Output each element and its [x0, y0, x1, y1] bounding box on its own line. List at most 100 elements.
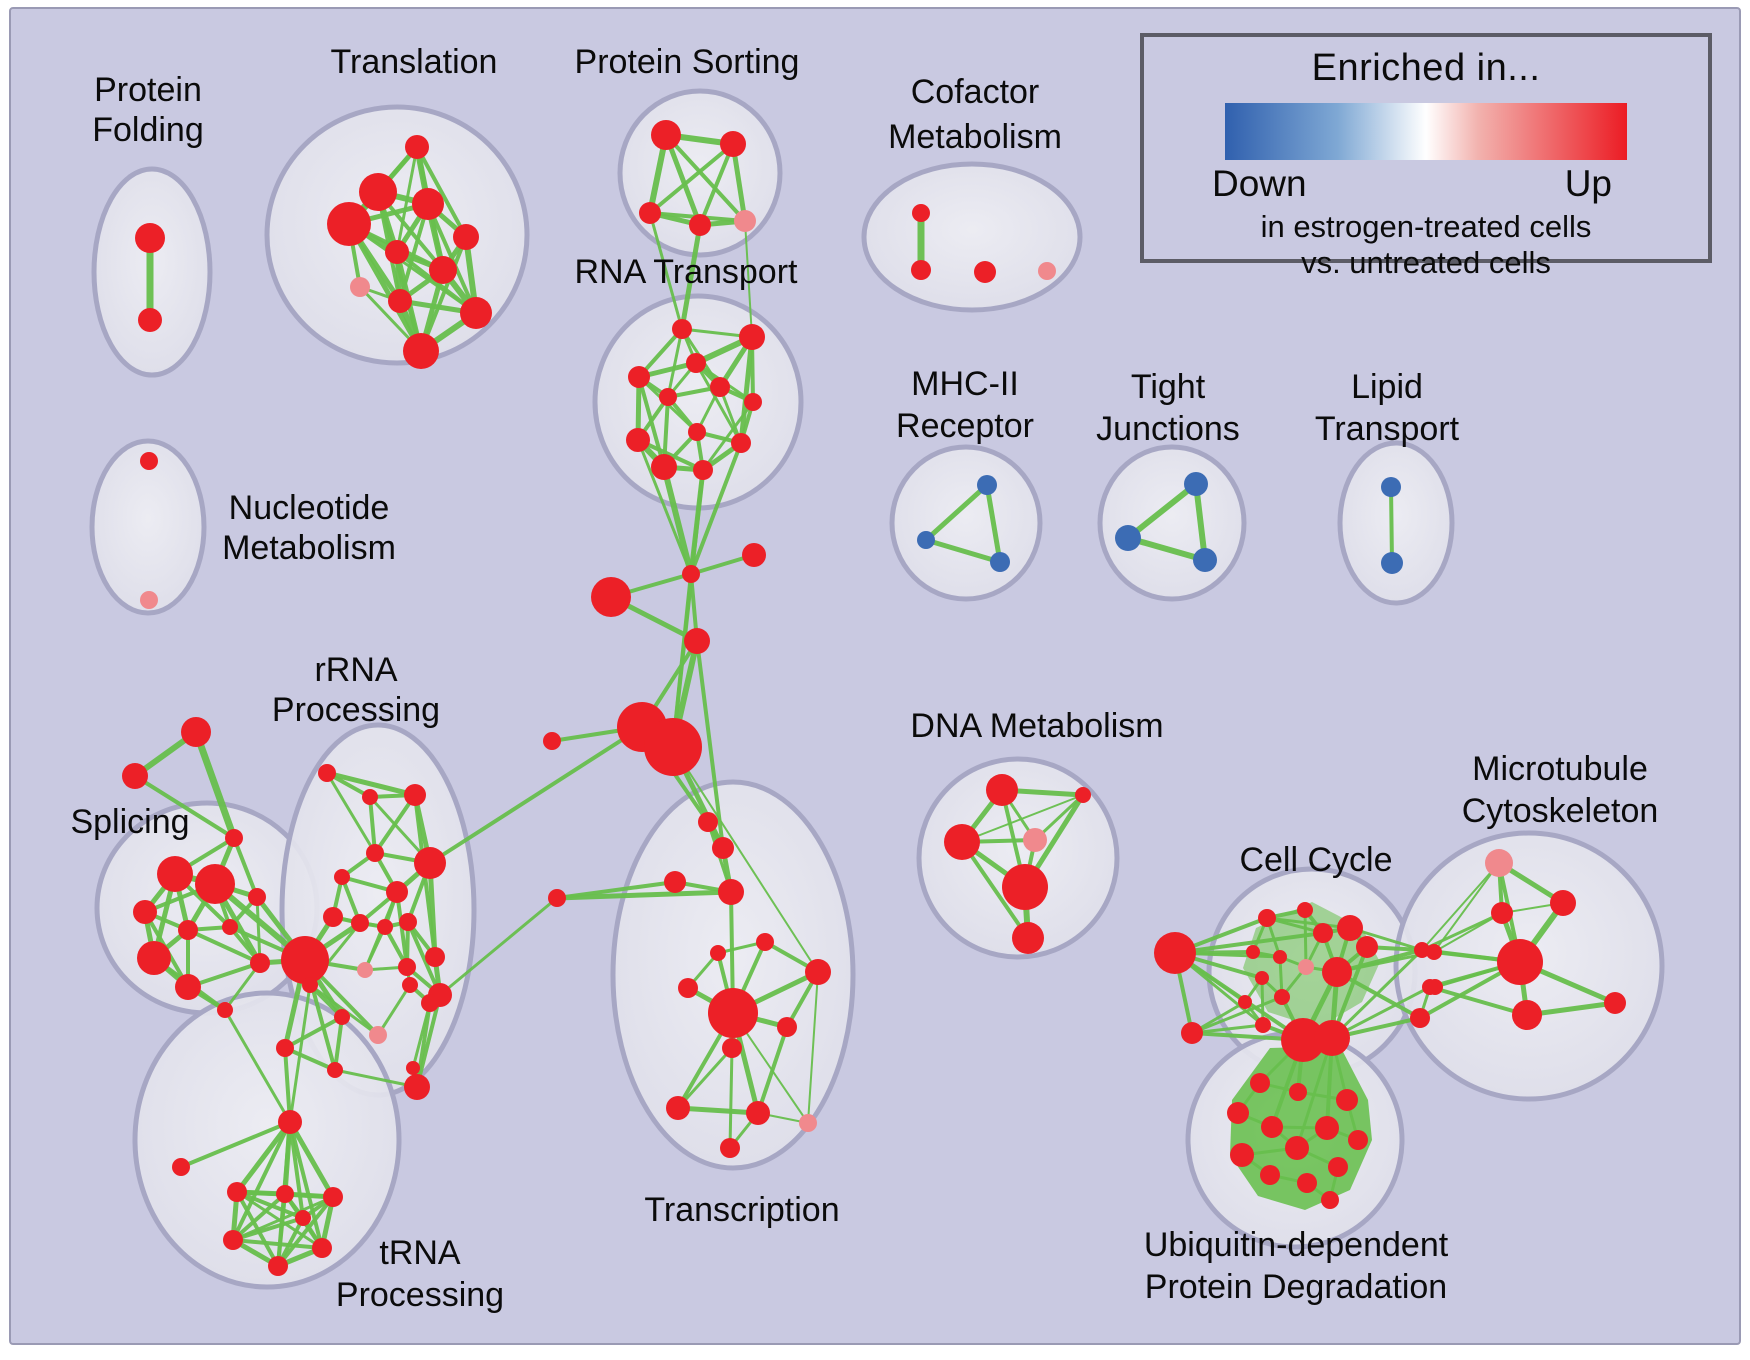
transcription-edge [728, 1046, 734, 1150]
cofactor-metabolism-node [974, 261, 996, 283]
trna-processing-edge [288, 1120, 324, 1250]
splicing-node [133, 900, 157, 924]
edge-link [672, 746, 819, 973]
cell-cycle-edge [1190, 995, 1284, 1035]
ubiquitin-degradation-node [1261, 1116, 1283, 1138]
mhc-ii-receptor-edge [923, 482, 990, 543]
cell-cycle-node [1298, 959, 1314, 975]
dna-metabolism-edge [961, 794, 1084, 843]
edge-link [428, 725, 644, 865]
trna-processing-edge [276, 1192, 287, 1268]
cell-cycle-node [1297, 902, 1313, 918]
edge-link [223, 1008, 292, 1124]
transcription-node [698, 812, 718, 832]
protein-sorting-node [720, 131, 746, 157]
transcription-edge [675, 1105, 761, 1116]
rrna-processing-node [399, 913, 417, 931]
cell-cycle-edge [1265, 916, 1352, 930]
cell-cycle-edge [1335, 970, 1422, 1020]
trna-processing-edge [288, 1120, 305, 1220]
dna-metabolism-node [986, 774, 1018, 806]
rrna-processing-edge [283, 1015, 344, 1050]
dna-metabolism-node [1075, 787, 1091, 803]
cell-cycle-node [1410, 1008, 1430, 1028]
splicing-node [137, 941, 171, 975]
rrna-processing-node [351, 914, 369, 932]
connectors-node [543, 732, 561, 750]
nucleotide-metabolism-label: Metabolism [222, 529, 396, 567]
splicing-node [250, 953, 270, 973]
translation-node [405, 135, 429, 159]
edge-link [744, 220, 753, 338]
rrna-processing-label: Processing [272, 691, 440, 729]
ubiquitin-degradation-node [1321, 1191, 1339, 1209]
edge-link [438, 896, 559, 997]
protein-folding-label: Protein [94, 71, 202, 109]
nucleotide-metabolism-label: Nucleotide [229, 489, 390, 527]
tight-junctions-node [1115, 525, 1141, 551]
trna-processing-label: Processing [336, 1276, 504, 1314]
trna-processing-node [276, 1185, 294, 1203]
ubiquitin-degradation-node [1250, 1073, 1270, 1093]
lipid-transport-edge [1389, 485, 1394, 565]
rna-transport-label: RNA Transport [575, 253, 799, 291]
transcription-node [756, 933, 774, 951]
rna-transport-node [688, 423, 706, 441]
tight-junctions-label: Junctions [1096, 410, 1240, 448]
connectors-node [742, 543, 766, 567]
rrna-processing-node [398, 958, 416, 976]
cell-cycle-edge [1190, 1023, 1265, 1035]
edge-link [1295, 1036, 1334, 1150]
rrna-processing-node [327, 1062, 343, 1078]
splicing-node [181, 717, 211, 747]
tight-junctions-edge [1193, 481, 1208, 563]
rrna-processing-edge [283, 1046, 337, 1072]
rrna-processing-node [302, 977, 318, 993]
splicing-node [157, 856, 193, 892]
mhc-ii-receptor-node [917, 531, 935, 549]
trna-processing-edge [231, 1192, 287, 1242]
rrna-processing-node [369, 1026, 387, 1044]
transcription-edge [554, 889, 734, 901]
trna-processing-node [227, 1182, 247, 1202]
trna-processing-edge [231, 1238, 324, 1250]
microtubule-cytoskeleton-node [1604, 992, 1626, 1014]
protein-sorting-edge [663, 132, 703, 228]
edge-link [1330, 985, 1432, 1040]
microtubule-cytoskeleton-node [1512, 1000, 1542, 1030]
lipid-transport-label: Lipid [1351, 368, 1423, 406]
cell-cycle-node [1337, 915, 1363, 941]
transcription-node [678, 978, 698, 998]
ubiquitin-degradation-node [1260, 1165, 1280, 1185]
splicing-label: Splicing [70, 803, 189, 841]
tight-junctions-node [1193, 548, 1217, 572]
microtubule-cytoskeleton-node [1422, 979, 1438, 995]
cell-cycle-node [1314, 1020, 1350, 1056]
protein-folding-label: Folding [92, 111, 204, 149]
trna-processing-edge [234, 1119, 293, 1195]
splicing-edge [186, 928, 262, 965]
ubiquitin-degradation-label: Ubiquitin-dependent [1144, 1226, 1449, 1264]
rrna-processing-node [425, 947, 445, 967]
lipid-transport-node [1381, 477, 1401, 497]
cell-cycle-node [1258, 909, 1276, 927]
ubiquitin-degradation-node [1289, 1083, 1307, 1101]
trna-processing-edge [276, 1195, 335, 1268]
dna-metabolism-node [1012, 922, 1044, 954]
transcription-node [799, 1114, 817, 1132]
rrna-processing-node [362, 789, 378, 805]
nucleotide-metabolism-ellipse [89, 438, 207, 616]
trna-processing-node [172, 1158, 190, 1176]
rrna-processing-edge [324, 770, 418, 798]
cell-cycle-edge [1330, 948, 1424, 1040]
translation-node [327, 202, 371, 246]
translation-node [350, 277, 370, 297]
edge-link [1421, 862, 1500, 951]
rrna-processing-node [377, 919, 393, 935]
ubiquitin-degradation-node [1230, 1143, 1254, 1167]
rna-transport-node [659, 388, 677, 406]
splicing-node [248, 888, 266, 906]
cell-cycle-node [1322, 957, 1352, 987]
rna-transport-node [744, 393, 762, 411]
